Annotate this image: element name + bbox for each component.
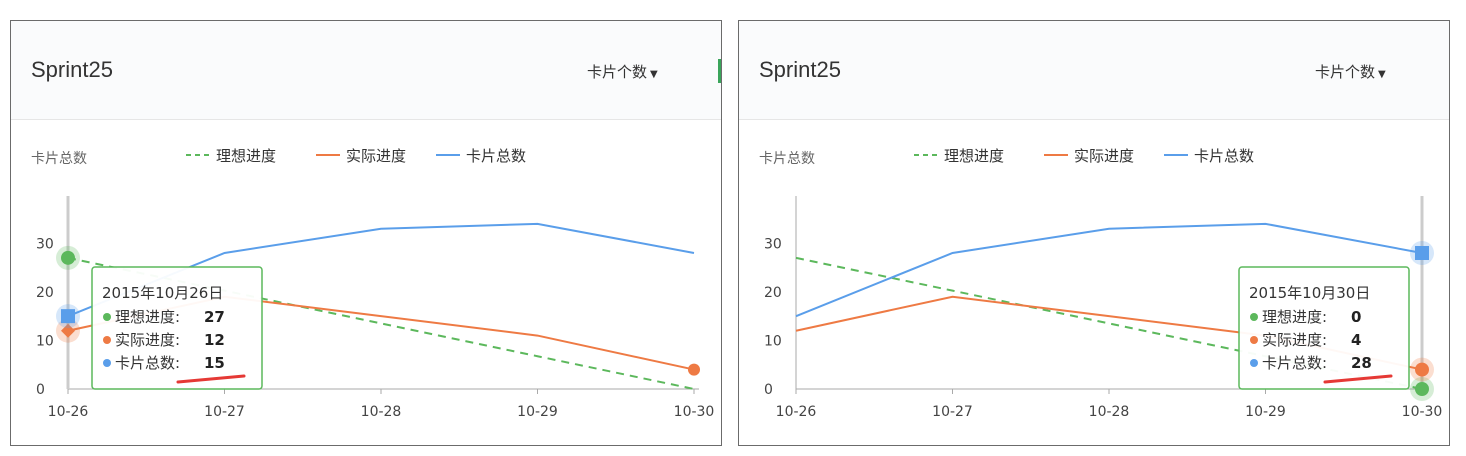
tooltip-date: 2015年10月30日 [1249, 284, 1370, 302]
tooltip-value: 4 [1351, 331, 1361, 349]
legend-item: 实际进度 [1044, 147, 1134, 165]
x-tick-label: 10-30 [674, 404, 715, 420]
panel-title: Sprint25 [759, 57, 841, 82]
data-point [56, 245, 80, 270]
legend-item: 理想进度 [186, 147, 276, 165]
marker [61, 309, 75, 324]
burndown-panel: Sprint25 卡片个数 ▼ 卡片总数 理想进度 实际进度 卡片总数 0 10 20 30 10… [10, 20, 722, 446]
x-tick-label: 10-29 [517, 404, 558, 420]
tooltip-box [1238, 266, 1410, 390]
legend-label: 理想进度 [944, 147, 1004, 165]
metric-dropdown[interactable]: 卡片个数 ▼ [1315, 61, 1386, 82]
x-tick-label: 10-29 [1245, 404, 1286, 420]
y-tick-label: 20 [36, 285, 54, 301]
tooltip-dot [103, 313, 111, 321]
legend-label: 实际进度 [1074, 147, 1134, 165]
y-tick-label: 0 [764, 382, 773, 398]
tooltip-dot [103, 336, 111, 344]
tooltip-label: 卡片总数: [115, 354, 180, 372]
data-point [1410, 241, 1434, 265]
metric-dropdown-label: 卡片个数 [1315, 63, 1376, 81]
y-tick-label: 0 [36, 382, 45, 398]
legend-item: 实际进度 [316, 147, 406, 165]
x-tick-label: 10-28 [1089, 404, 1130, 420]
caret-down-icon: ▼ [650, 69, 658, 80]
series-line [795, 222, 1423, 318]
tooltip-dot [103, 359, 111, 367]
panel-header: Sprint25 卡片个数 ▼ [11, 21, 721, 120]
data-point [1410, 357, 1434, 382]
tooltip-dot [1250, 336, 1258, 344]
tooltip-value: 27 [204, 308, 225, 326]
annotation-underline [1323, 374, 1393, 384]
legend-item: 理想进度 [914, 147, 1004, 165]
x-tick-label: 10-30 [1402, 404, 1443, 420]
marker [1415, 246, 1429, 260]
scrollbar-edge [718, 59, 721, 83]
marker [1415, 362, 1429, 377]
legend-label: 卡片总数 [1194, 147, 1254, 165]
y-tick-label: 10 [36, 333, 54, 349]
y-axis-label: 卡片总数 [759, 151, 815, 167]
annotation-underline [176, 374, 246, 384]
data-point [56, 304, 80, 329]
marker [61, 323, 75, 338]
legend-item: 卡片总数 [1164, 147, 1254, 165]
tooltip-value: 28 [1351, 354, 1372, 372]
panel-title: Sprint25 [31, 57, 113, 82]
tooltip-dot [1250, 313, 1258, 321]
metric-dropdown-label: 卡片个数 [587, 63, 648, 81]
y-tick-label: 30 [36, 236, 54, 252]
tooltip-value: 15 [204, 354, 225, 372]
caret-down-icon: ▼ [1378, 69, 1386, 80]
tooltip-value: 12 [204, 331, 225, 349]
x-tick-label: 10-26 [48, 404, 89, 420]
y-tick-label: 10 [764, 333, 782, 349]
burndown-chart[interactable]: 卡片总数 理想进度 实际进度 卡片总数 0 10 20 30 10-26 10-27 10-28 10… [11, 21, 721, 445]
y-tick-label: 20 [764, 285, 782, 301]
x-tick-label: 10-27 [932, 404, 973, 420]
y-tick-label: 30 [764, 236, 782, 252]
burndown-panel: Sprint25 卡片个数 ▼ 卡片总数 理想进度 实际进度 卡片总数 0 10 20 30 10… [738, 20, 1450, 446]
x-tick-label: 10-28 [361, 404, 402, 420]
tooltip-box [91, 266, 263, 390]
tooltip-value: 0 [1351, 308, 1361, 326]
marker [61, 250, 75, 265]
tooltip-label: 卡片总数: [1262, 354, 1327, 372]
legend-item: 卡片总数 [436, 147, 526, 165]
series-line [67, 256, 695, 390]
marker [1415, 382, 1429, 396]
x-tick-label: 10-27 [204, 404, 245, 420]
data-point [56, 318, 80, 343]
y-axis-label: 卡片总数 [31, 151, 87, 167]
tooltip-label: 实际进度: [1262, 331, 1327, 349]
x-tick-label: 10-26 [776, 404, 817, 420]
legend-label: 实际进度 [346, 147, 406, 165]
legend-label: 理想进度 [216, 147, 276, 165]
tooltip-dot [1250, 359, 1258, 367]
tooltip-label: 理想进度: [115, 308, 180, 326]
panel-header: Sprint25 卡片个数 ▼ [739, 21, 1449, 120]
data-point [1410, 377, 1434, 401]
data-point [688, 363, 700, 376]
metric-dropdown[interactable]: 卡片个数 ▼ [587, 61, 658, 82]
tooltip-date: 2015年10月26日 [102, 284, 223, 302]
legend-label: 卡片总数 [466, 147, 526, 165]
tooltip-label: 实际进度: [115, 331, 180, 349]
tooltip-label: 理想进度: [1262, 308, 1327, 326]
burndown-chart[interactable]: 卡片总数 理想进度 实际进度 卡片总数 0 10 20 30 10-26 10-27 10-28 10… [739, 21, 1449, 445]
